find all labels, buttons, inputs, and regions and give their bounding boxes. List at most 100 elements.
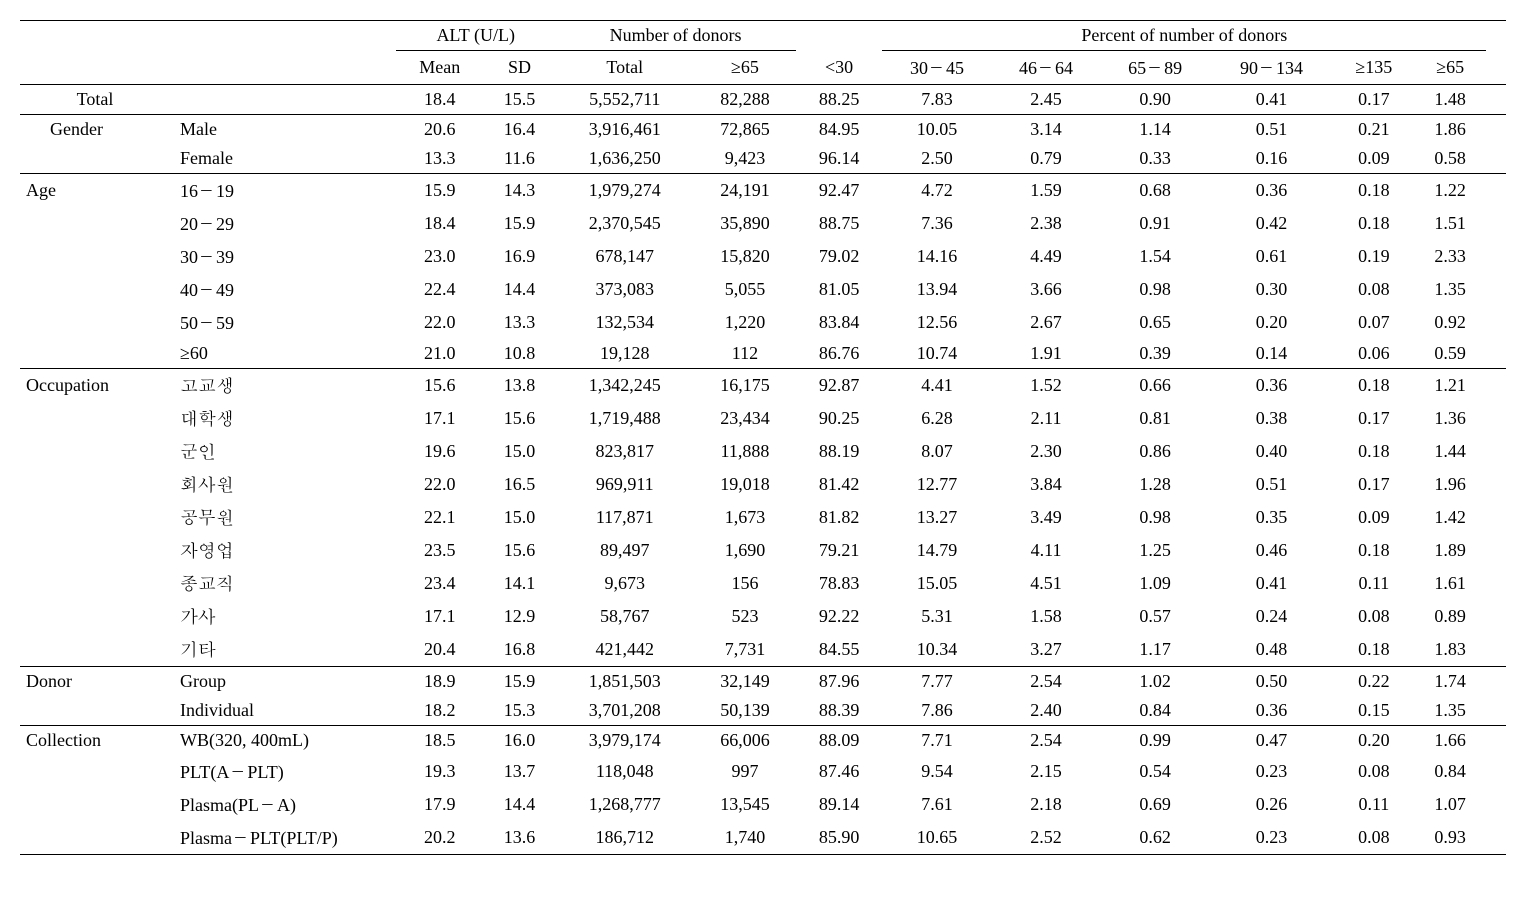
cell-num-ge65: 24,191 — [694, 174, 796, 208]
cell-p-30-45: 10.34 — [882, 633, 991, 667]
cell-p-lt30: 83.84 — [796, 306, 883, 339]
cell-p-46-64: 3.84 — [992, 468, 1101, 501]
category-label — [20, 501, 176, 534]
cell-p-65-89: 0.65 — [1101, 306, 1210, 339]
cell-sd: 10.8 — [484, 339, 556, 369]
cell-p-46-64: 1.59 — [992, 174, 1101, 208]
cell-p-lt30: 92.22 — [796, 600, 883, 633]
cell-num-ge65: 16,175 — [694, 369, 796, 403]
table-row: GenderMale20.616.43,916,46172,86584.9510… — [20, 115, 1506, 145]
cell-p-46-64: 4.49 — [992, 240, 1101, 273]
sub-label: 기타 — [176, 633, 396, 667]
cell-p-30-45: 7.86 — [882, 696, 991, 726]
cell-p-lt30: 89.14 — [796, 788, 883, 821]
cell-p-46-64: 2.15 — [992, 755, 1101, 788]
cell-p-30-45: 13.27 — [882, 501, 991, 534]
trailing-cell — [1486, 369, 1506, 403]
table-row: Individual18.215.33,701,20850,13988.397.… — [20, 696, 1506, 726]
table-row: 40－4922.414.4373,0835,05581.0513.943.660… — [20, 273, 1506, 306]
cell-p-30-45: 2.50 — [882, 144, 991, 174]
cell-p-ge65: 1.35 — [1414, 273, 1486, 306]
cell-p-lt30: 88.19 — [796, 435, 883, 468]
cell-p-65-89: 0.62 — [1101, 821, 1210, 855]
cell-num-ge65: 11,888 — [694, 435, 796, 468]
spacer-header-2 — [1486, 21, 1506, 51]
cell-p-lt30: 90.25 — [796, 402, 883, 435]
cell-p-ge135: 0.08 — [1333, 821, 1414, 855]
cell-p-ge135: 0.22 — [1333, 667, 1414, 697]
sub-label: 종교직 — [176, 567, 396, 600]
cell-p-lt30: 84.95 — [796, 115, 883, 145]
cell-p-65-89: 1.02 — [1101, 667, 1210, 697]
cell-mean: 22.0 — [396, 468, 484, 501]
sub-label: 공무원 — [176, 501, 396, 534]
cell-num-total: 823,817 — [555, 435, 694, 468]
cell-p-ge135: 0.17 — [1333, 402, 1414, 435]
cell-p-lt30: 92.87 — [796, 369, 883, 403]
cell-p-90-134: 0.36 — [1210, 369, 1334, 403]
table-row: 공무원22.115.0117,8711,67381.8213.273.490.9… — [20, 501, 1506, 534]
cell-num-ge65: 19,018 — [694, 468, 796, 501]
sub-label: 고교생 — [176, 369, 396, 403]
cell-p-ge65: 0.89 — [1414, 600, 1486, 633]
cell-p-ge65: 2.33 — [1414, 240, 1486, 273]
cell-p-90-134: 0.51 — [1210, 115, 1334, 145]
category-label — [20, 755, 176, 788]
sub-label: 대학생 — [176, 402, 396, 435]
cell-num-ge65: 5,055 — [694, 273, 796, 306]
cell-p-90-134: 0.14 — [1210, 339, 1334, 369]
cell-p-46-64: 2.18 — [992, 788, 1101, 821]
cell-num-ge65: 1,690 — [694, 534, 796, 567]
cell-sd: 13.7 — [484, 755, 556, 788]
cell-p-90-134: 0.16 — [1210, 144, 1334, 174]
trailing-cell — [1486, 788, 1506, 821]
sub-label: 40－49 — [176, 273, 396, 306]
table-row: 자영업23.515.689,4971,69079.2114.794.111.25… — [20, 534, 1506, 567]
cell-p-46-64: 1.52 — [992, 369, 1101, 403]
cell-p-90-134: 0.40 — [1210, 435, 1334, 468]
col-ge65-2: ≥65 — [1414, 51, 1486, 85]
cell-p-ge135: 0.07 — [1333, 306, 1414, 339]
cell-p-ge135: 0.06 — [1333, 339, 1414, 369]
trailing-cell — [1486, 696, 1506, 726]
cell-num-total: 2,370,545 — [555, 207, 694, 240]
table-row: Female13.311.61,636,2509,42396.142.500.7… — [20, 144, 1506, 174]
cell-p-46-64: 2.38 — [992, 207, 1101, 240]
cell-p-ge135: 0.20 — [1333, 726, 1414, 756]
table-row: CollectionWB(320, 400mL)18.516.03,979,17… — [20, 726, 1506, 756]
cell-p-65-89: 0.90 — [1101, 85, 1210, 115]
cell-mean: 13.3 — [396, 144, 484, 174]
cell-mean: 21.0 — [396, 339, 484, 369]
cell-p-46-64: 2.45 — [992, 85, 1101, 115]
cell-p-30-45: 14.79 — [882, 534, 991, 567]
sub-label: Plasma(PL－A) — [176, 788, 396, 821]
cell-p-ge65: 1.86 — [1414, 115, 1486, 145]
cell-p-30-45: 12.56 — [882, 306, 991, 339]
cell-p-65-89: 0.98 — [1101, 501, 1210, 534]
cell-p-ge65: 1.21 — [1414, 369, 1486, 403]
trailing-cell — [1486, 821, 1506, 855]
col-30-45: 30－45 — [882, 51, 991, 85]
cell-num-total: 5,552,711 — [555, 85, 694, 115]
cell-p-30-45: 15.05 — [882, 567, 991, 600]
category-label: Occupation — [20, 369, 176, 403]
cell-p-46-64: 3.49 — [992, 501, 1101, 534]
cell-p-ge65: 0.92 — [1414, 306, 1486, 339]
cell-p-65-89: 1.28 — [1101, 468, 1210, 501]
cell-sd: 12.9 — [484, 600, 556, 633]
cell-p-30-45: 8.07 — [882, 435, 991, 468]
cell-num-total: 1,268,777 — [555, 788, 694, 821]
cell-p-30-45: 9.54 — [882, 755, 991, 788]
cell-p-46-64: 4.11 — [992, 534, 1101, 567]
cell-num-ge65: 35,890 — [694, 207, 796, 240]
cell-sd: 14.3 — [484, 174, 556, 208]
cell-num-total: 678,147 — [555, 240, 694, 273]
table-row: 가사17.112.958,76752392.225.311.580.570.24… — [20, 600, 1506, 633]
cell-p-65-89: 0.81 — [1101, 402, 1210, 435]
col-trailing — [1486, 51, 1506, 85]
cell-sd: 15.5 — [484, 85, 556, 115]
cell-p-65-89: 1.25 — [1101, 534, 1210, 567]
cell-p-46-64: 1.91 — [992, 339, 1101, 369]
cell-mean: 18.9 — [396, 667, 484, 697]
cell-p-90-134: 0.61 — [1210, 240, 1334, 273]
